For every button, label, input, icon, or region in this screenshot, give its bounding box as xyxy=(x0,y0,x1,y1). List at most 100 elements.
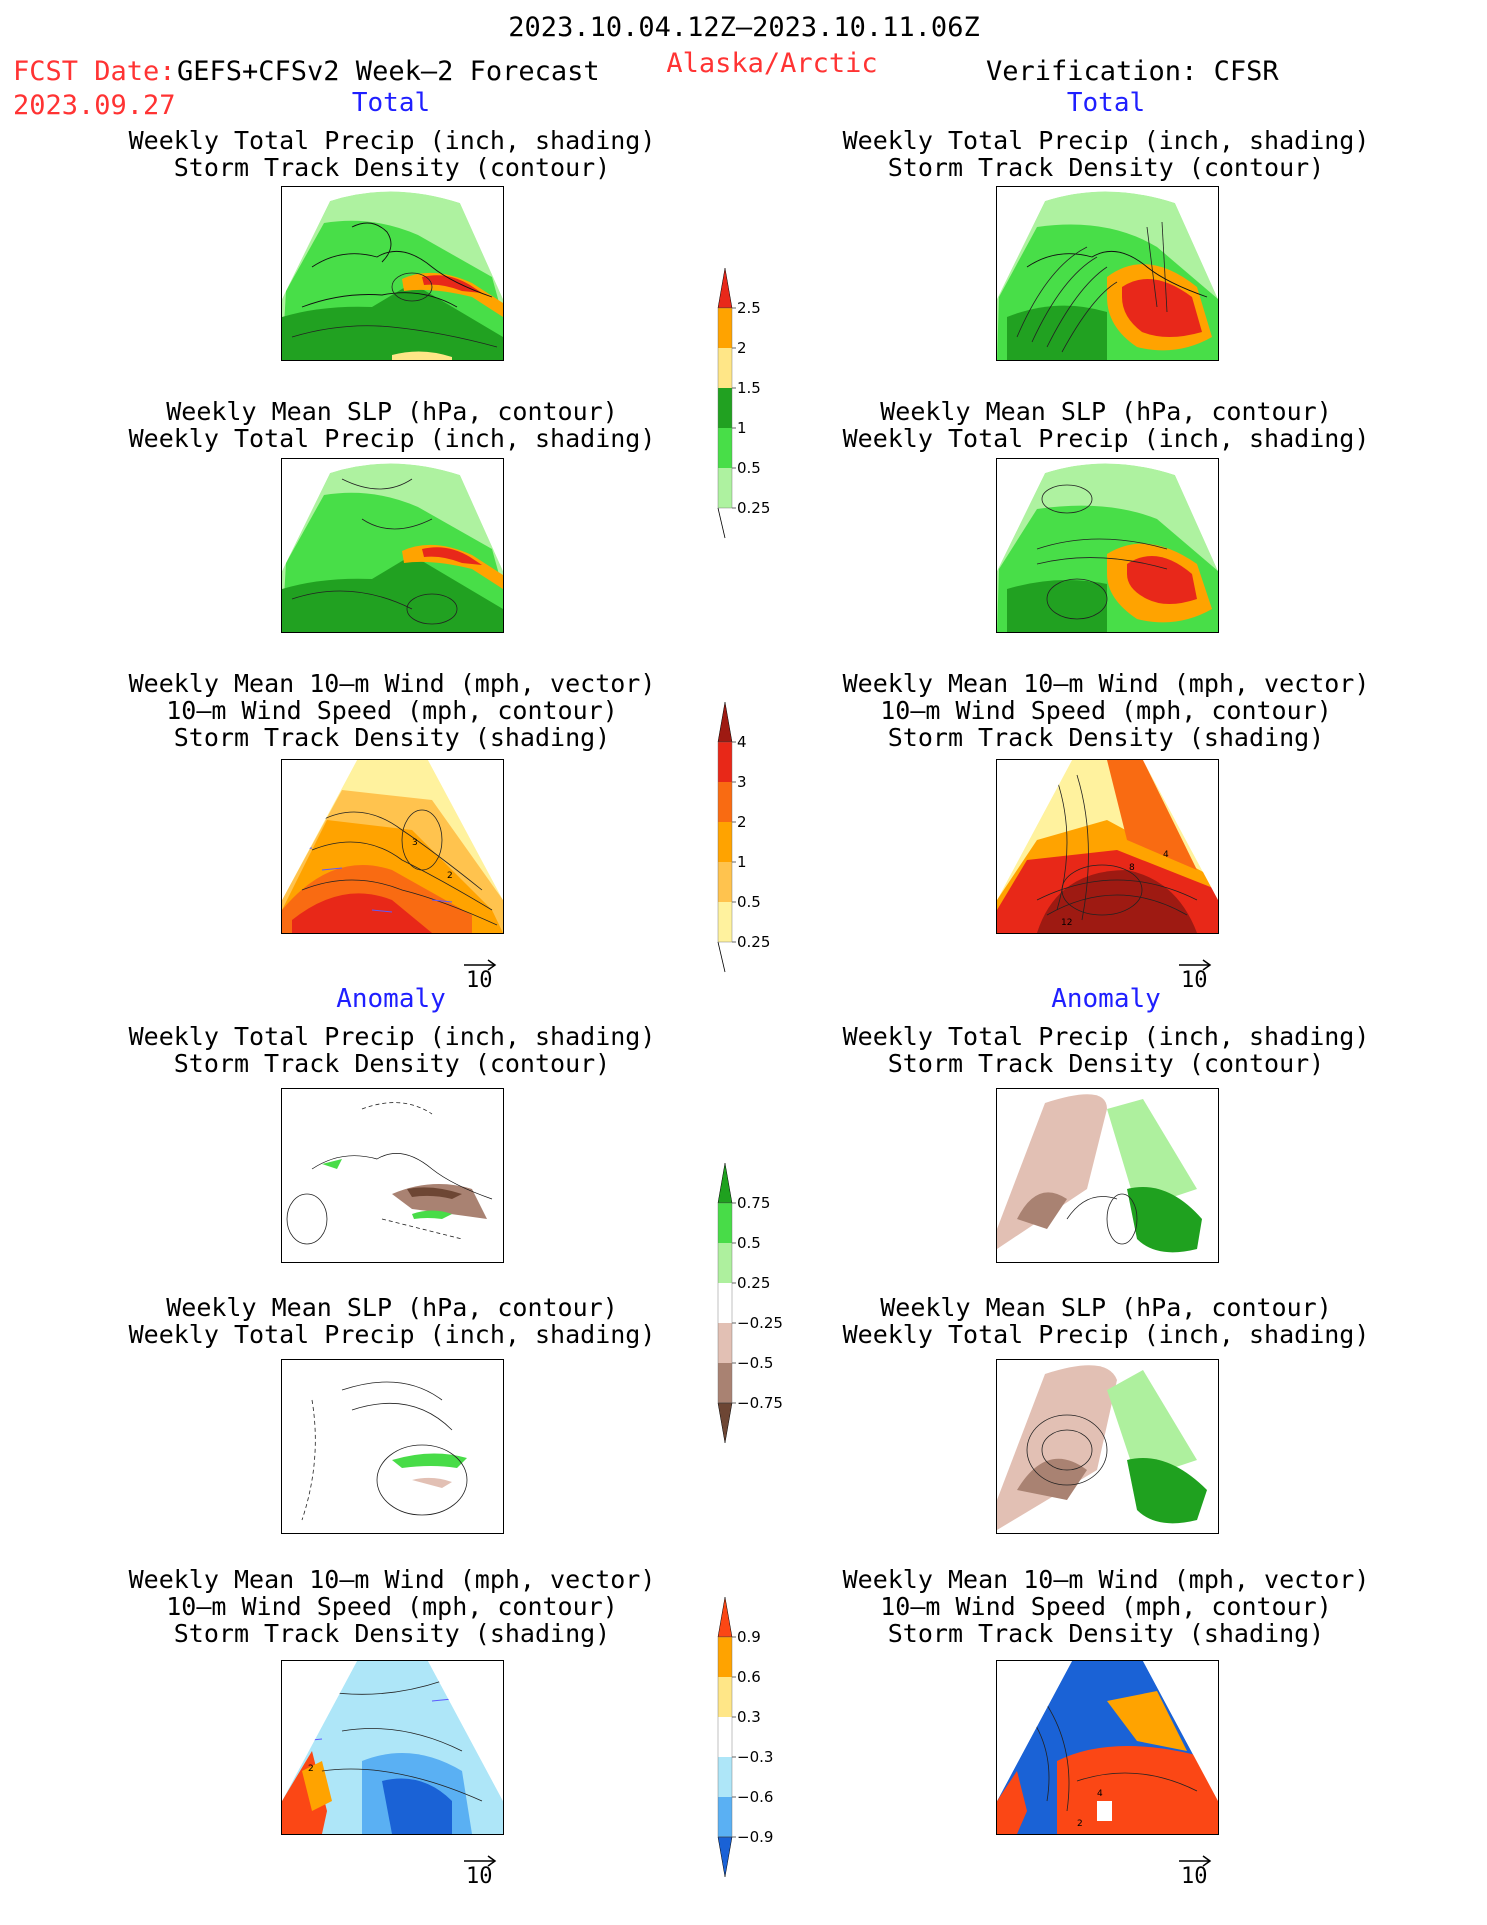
colorbar-segment xyxy=(717,1402,733,1444)
period-title: 2023.10.04.12Z–2023.10.11.06Z xyxy=(508,12,980,43)
shading-yellow xyxy=(392,351,452,360)
contours xyxy=(291,272,498,348)
colorbar-label: 0.5 xyxy=(737,1234,761,1252)
coastline xyxy=(1026,250,1208,298)
map-fcst-anom-slp-svg xyxy=(301,1381,468,1521)
colorbar-svg: 0.75 0.5 0.25 −0.25 −0.5 −0.75 xyxy=(717,1162,783,1444)
arrow-right-icon xyxy=(464,959,497,971)
colorbar-label: 0.3 xyxy=(737,1708,761,1726)
contours xyxy=(1036,774,1198,921)
colorbar-label: −0.9 xyxy=(737,1828,773,1846)
map-fcst-anom-precip xyxy=(281,1088,504,1263)
colorbar-segment xyxy=(718,822,732,862)
arrow-right-icon xyxy=(1179,1855,1212,1867)
map-fcst-anom-precip-svg xyxy=(286,1102,493,1245)
colorbar-label: 0.25 xyxy=(737,1274,770,1292)
map-obs-anom-precip xyxy=(996,1088,1219,1263)
contour-label: 2 xyxy=(308,1764,314,1774)
wind-ref-fcst-total: 10 xyxy=(462,956,498,992)
colorbar-label: −0.3 xyxy=(737,1748,773,1766)
wind-ref-label: 10 xyxy=(466,1864,493,1889)
colorbar-segment xyxy=(718,1637,732,1677)
colorbar-segment xyxy=(718,782,732,822)
colorbar-label: 1.5 xyxy=(737,379,761,397)
colorbar-label: 0.6 xyxy=(737,1668,761,1686)
colorbar-label: 0.75 xyxy=(737,1194,770,1212)
colorbar-label: 0.5 xyxy=(737,459,761,477)
wind-ref-label: 10 xyxy=(466,968,493,993)
map-fcst-total-precip-svg xyxy=(282,187,503,360)
colorbar-label: 2 xyxy=(737,339,747,357)
map-fcst-total-precip xyxy=(281,186,504,361)
title-fcst-total-precip: Weekly Total Precip (inch, shading) Storm… xyxy=(128,126,656,182)
wind-ref-label: 10 xyxy=(1181,1864,1208,1889)
region-label: Alaska/Arctic xyxy=(666,48,878,79)
contour-label: 4 xyxy=(1097,1789,1103,1799)
fcst-date-label: FCST Date: xyxy=(13,56,176,87)
colorbar-segment xyxy=(718,1283,732,1323)
arrow-right-icon xyxy=(464,1855,497,1867)
colorbar-label: −0.6 xyxy=(737,1788,773,1806)
colorbar-segment xyxy=(717,1162,733,1204)
colorbar-segment xyxy=(718,742,732,782)
map-obs-total-slp-svg xyxy=(997,459,1218,632)
map-fcst-total-wind: 3 2 xyxy=(281,759,504,934)
colorbar-segment xyxy=(718,428,732,468)
sector-mask xyxy=(282,187,503,299)
section-total-left: Total xyxy=(351,88,431,118)
contour-label: 2 xyxy=(447,871,453,881)
colorbar-segment xyxy=(718,308,732,348)
wind-ref-obs-total: 10 xyxy=(1177,956,1213,992)
colorbar-segment xyxy=(718,1677,732,1717)
colorbar-tail xyxy=(717,941,726,973)
map-obs-anom-precip-svg xyxy=(997,1094,1202,1253)
colorbar-svg: 2.5 2 1.5 1 0.5 0.25 xyxy=(717,267,770,539)
contour-label: 12 xyxy=(1061,918,1072,928)
colorbar-storm-total: 4 3 2 1 0.5 0.25 xyxy=(717,701,788,976)
map-obs-total-wind-svg: 4 8 12 xyxy=(997,760,1218,933)
colorbar-outline xyxy=(717,1636,733,1838)
colorbar-segment xyxy=(718,1757,732,1797)
title-obs-total-wind: Weekly Mean 10–m Wind (mph, vector) 10–m … xyxy=(842,669,1370,752)
colorbar-label: −0.75 xyxy=(737,1394,783,1412)
shading-max xyxy=(422,275,482,293)
title-fcst-anom-precip: Weekly Total Precip (inch, shading) Storm… xyxy=(128,1022,656,1078)
section-anomaly-left: Anomaly xyxy=(336,984,446,1014)
colorbar-label: −0.25 xyxy=(737,1314,783,1332)
map-fcst-anom-wind: 2 xyxy=(281,1660,504,1835)
fcst-model-label: GEFS+CFSv2 Week–2 Forecast xyxy=(177,56,600,87)
colorbar-segment xyxy=(717,267,733,309)
contours xyxy=(1026,1414,1108,1486)
colorbar-svg: 0.9 0.6 0.3 −0.3 −0.6 −0.9 xyxy=(717,1596,773,1878)
fcst-date-value: 2023.09.27 xyxy=(13,90,176,121)
title-fcst-total-wind: Weekly Mean 10–m Wind (mph, vector) 10–m … xyxy=(128,669,656,752)
coastline xyxy=(311,1153,493,1200)
contours xyxy=(301,809,498,926)
section-total-right: Total xyxy=(1066,88,1146,118)
map-obs-anom-wind-svg: 4 2 xyxy=(997,1661,1218,1834)
contour-label: 4 xyxy=(1163,850,1169,860)
contours xyxy=(286,1102,463,1245)
contour-label: 8 xyxy=(1129,863,1135,873)
colorbar-label: 1 xyxy=(737,853,747,871)
colorbar-label: 2 xyxy=(737,813,747,831)
contours xyxy=(301,1381,468,1521)
colorbar-segment xyxy=(717,1836,733,1878)
contour-label: 2 xyxy=(1077,1819,1083,1829)
colorbar-label: 0.9 xyxy=(737,1628,761,1646)
title-obs-anom-slp: Weekly Mean SLP (hPa, contour) Weekly Tot… xyxy=(842,1293,1370,1349)
map-fcst-anom-wind-svg: 2 xyxy=(282,1661,503,1834)
colorbar-tail xyxy=(717,507,726,539)
colorbar-label: 4 xyxy=(737,733,747,751)
map-fcst-total-slp xyxy=(281,458,504,633)
map-obs-total-precip-svg xyxy=(997,187,1218,360)
colorbar-segment xyxy=(718,1203,732,1243)
colorbar-segment xyxy=(718,1717,732,1757)
colorbar-segment xyxy=(718,1363,732,1403)
wind-ref-fcst-anom: 10 xyxy=(462,1852,498,1888)
contours xyxy=(1016,221,1168,353)
shading-max xyxy=(1122,279,1202,337)
wind-ref-obs-anom: 10 xyxy=(1177,1852,1213,1888)
colorbar-segment xyxy=(718,902,732,942)
colorbar-outline xyxy=(717,741,733,943)
